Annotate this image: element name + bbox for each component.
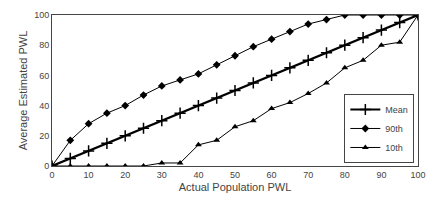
svg-text:30: 30	[157, 170, 167, 180]
svg-text:20: 20	[39, 131, 49, 141]
svg-text:Actual Population PWL: Actual Population PWL	[179, 181, 292, 193]
svg-text:10th: 10th	[385, 143, 403, 153]
svg-text:10: 10	[84, 170, 94, 180]
svg-text:80: 80	[39, 40, 49, 50]
svg-text:Mean: Mean	[385, 105, 408, 115]
svg-text:Average Estimated PWL: Average Estimated PWL	[17, 31, 29, 151]
svg-text:60: 60	[39, 71, 49, 81]
svg-text:100: 100	[34, 10, 49, 20]
svg-text:80: 80	[340, 170, 350, 180]
svg-text:90: 90	[376, 170, 386, 180]
svg-text:60: 60	[267, 170, 277, 180]
svg-text:20: 20	[120, 170, 130, 180]
svg-text:40: 40	[193, 170, 203, 180]
svg-text:90th: 90th	[385, 124, 403, 134]
svg-text:0: 0	[44, 161, 49, 171]
svg-text:0: 0	[49, 170, 54, 180]
svg-text:100: 100	[410, 170, 425, 180]
svg-text:70: 70	[303, 170, 313, 180]
svg-text:40: 40	[39, 101, 49, 111]
svg-text:50: 50	[230, 170, 240, 180]
